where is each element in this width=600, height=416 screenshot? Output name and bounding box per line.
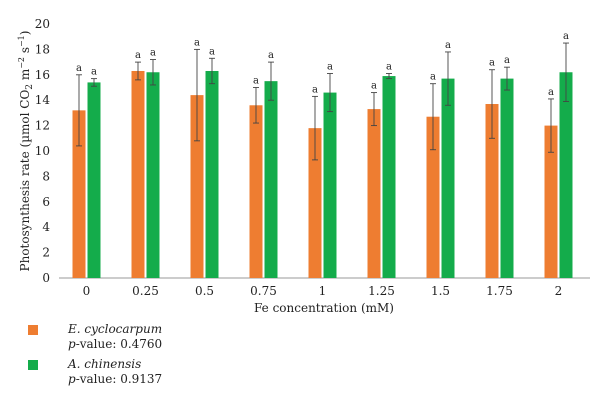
y-tick-label: 6 xyxy=(42,195,50,209)
y-tick-label: 14 xyxy=(35,93,51,107)
bar xyxy=(426,116,440,279)
bar xyxy=(308,128,322,278)
x-tick-label: 1 xyxy=(319,284,327,298)
y-tick-label: 18 xyxy=(35,42,50,56)
x-axis: 0 0.25 0.5 0.75 1 1.25 1.5 1.75 2 xyxy=(59,277,590,298)
bar xyxy=(264,81,278,279)
x-tick-label: 0.75 xyxy=(250,284,277,298)
significance-label: a xyxy=(209,46,215,57)
bar xyxy=(190,95,204,279)
x-tick-label: 0.5 xyxy=(195,284,214,298)
x-tick-label: 1.5 xyxy=(431,284,450,298)
bar xyxy=(146,72,160,278)
bar xyxy=(382,76,396,278)
x-tick-label: 2 xyxy=(555,284,563,298)
y-tick-label: 20 xyxy=(35,17,50,31)
legend-swatch-e-cyclocarpum xyxy=(28,325,38,335)
y-tick-label: 4 xyxy=(42,220,50,234)
bar xyxy=(367,109,381,278)
significance-label: a xyxy=(91,67,97,78)
legend-pvalue-a-chinensis: p-value: 0.9137 xyxy=(68,372,163,386)
bar-chart: 0 2 4 6 8 10 12 14 16 18 20 0 0.25 0.5 0.75 1 1.25 1.5 1.… xyxy=(17,17,590,315)
significance-label: a xyxy=(76,63,82,74)
legend-swatch-a-chinensis xyxy=(28,360,38,370)
bar xyxy=(485,104,499,278)
y-tick-label: 16 xyxy=(35,68,50,82)
bar xyxy=(131,70,145,279)
bar xyxy=(205,70,219,279)
bar xyxy=(441,78,455,278)
significance-label: a xyxy=(548,87,554,98)
significance-label: a xyxy=(312,84,318,95)
significance-label: a xyxy=(504,55,510,66)
legend-species-a-chinensis: A. chinensis xyxy=(68,357,142,371)
x-tick-label: 0.25 xyxy=(132,284,159,298)
bar xyxy=(249,105,263,278)
bar xyxy=(72,110,86,278)
bar xyxy=(500,78,514,278)
legend: E. cyclocarpum p-value: 0.4760 A. chinen… xyxy=(28,322,162,392)
y-tick-label: 12 xyxy=(35,119,50,133)
bar xyxy=(544,125,558,278)
legend-pvalue-e-cyclocarpum: p-value: 0.4760 xyxy=(68,337,163,351)
significance-label: a xyxy=(430,72,436,83)
significance-label: a xyxy=(445,40,451,51)
bar xyxy=(87,82,101,278)
bar xyxy=(559,72,573,278)
significance-label: a xyxy=(371,81,377,92)
y-tick-label: 8 xyxy=(42,169,50,183)
y-tick-label: 0 xyxy=(42,271,50,285)
significance-label: a xyxy=(194,37,200,48)
x-tick-label: 1.25 xyxy=(368,284,395,298)
significance-label: a xyxy=(150,48,156,59)
significance-label: a xyxy=(386,62,392,73)
y-tick-label: 10 xyxy=(35,144,50,158)
significance-label: a xyxy=(253,76,259,87)
x-tick-label: 1.75 xyxy=(486,284,513,298)
bar xyxy=(323,92,337,278)
significance-label: a xyxy=(563,31,569,42)
significance-label: a xyxy=(135,50,141,61)
legend-species-e-cyclocarpum: E. cyclocarpum xyxy=(68,322,163,336)
legend-item-a-chinensis: A. chinensis p-value: 0.9137 xyxy=(28,357,162,387)
significance-label: a xyxy=(327,62,333,73)
x-tick-label: 0 xyxy=(83,284,91,298)
legend-item-e-cyclocarpum: E. cyclocarpum p-value: 0.4760 xyxy=(28,322,162,352)
y-axis: 0 2 4 6 8 10 12 14 16 18 20 xyxy=(35,17,51,285)
significance-label: a xyxy=(489,58,495,69)
y-axis-title: Photosynthesis rate (µmol CO2 m−2 s−1) xyxy=(17,31,35,272)
y-tick-label: 2 xyxy=(42,246,50,260)
significance-label: a xyxy=(268,50,274,61)
x-axis-title: Fe concentration (mM) xyxy=(254,301,394,315)
